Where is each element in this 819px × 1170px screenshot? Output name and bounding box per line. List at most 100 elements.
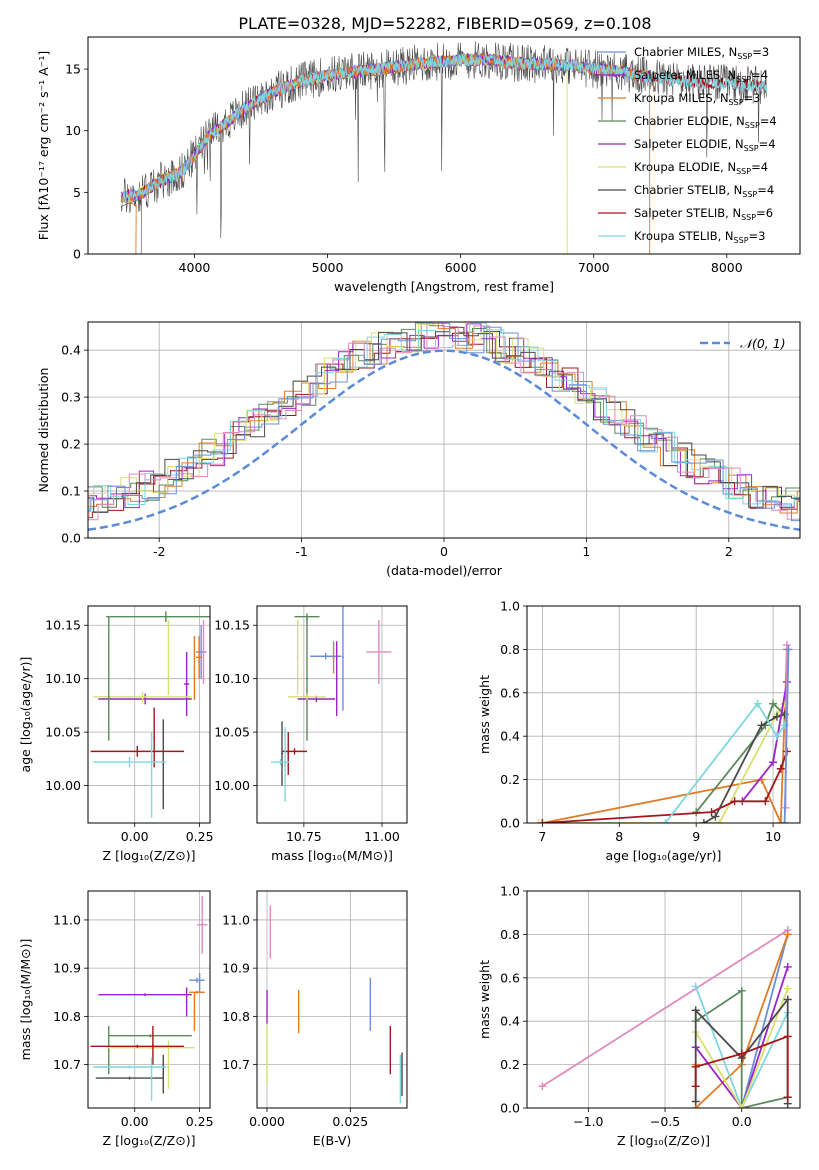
y-tick-label: 11.0 [53, 912, 81, 927]
legend-label: Salpeter STELIB, NSSP=6 [634, 206, 773, 222]
weight-line [703, 713, 785, 823]
error-bar-point [90, 746, 185, 757]
error-bar-point [107, 1026, 110, 1075]
legend: Chabrier MILES, NSSP=3 Salpeter MILES, NS… [598, 45, 777, 245]
error-bar-point [193, 992, 196, 1031]
weight-marker [782, 641, 791, 650]
x-tick-label: 10.75 [286, 829, 322, 844]
error-bar-point [195, 625, 207, 679]
y-tick-label: 0.2 [61, 437, 81, 452]
y-tick-label: 0.4 [500, 729, 520, 744]
error-bar-point [150, 732, 153, 818]
legend-label: Kroupa STELIB, NSSP=3 [634, 229, 765, 245]
weight-marker [737, 1049, 746, 1058]
weight-line [542, 649, 788, 823]
axes-frame [87, 605, 211, 824]
x-tick-label: 7 [538, 829, 546, 844]
x-tick-label: 10 [765, 829, 781, 844]
error-bar-point [287, 732, 290, 775]
y-tick-label: 10.00 [45, 778, 81, 793]
y-axis-label: mass [log₁₀(M/M⊙)] [18, 939, 33, 1061]
error-bar-point [93, 1065, 166, 1069]
x-tick-label: 11.00 [364, 829, 400, 844]
error-bar-point [195, 635, 203, 679]
weight-marker [730, 797, 739, 806]
error-bar-point [167, 1040, 170, 1089]
weight-marker [691, 1097, 700, 1106]
y-tick-label: 10.8 [53, 1009, 81, 1024]
y-tick-label: 0.2 [500, 1057, 520, 1072]
error-bar-point [185, 987, 188, 1017]
axes-frame [526, 605, 801, 824]
legend-label: Salpeter MILES, NSSP=4 [634, 68, 768, 84]
chart-age_vs_Z: 0.00 0.25 10.00 10.05 10.10 10.15 Z [log₁₀(Z/Z… [18, 605, 214, 863]
y-tick-label: 1.0 [500, 884, 520, 899]
normal-curve [88, 349, 800, 532]
weight-marker [783, 984, 792, 993]
x-tick-label: 8 [615, 829, 623, 844]
weight-line [694, 988, 789, 1108]
y-axis-label: Normed distribution [36, 368, 51, 493]
chart-age_vs_mass: 10.75 11.00 10.00 10.05 10.10 10.15 mass [log₁… [214, 605, 408, 863]
x-tick-label: −1.0 [573, 1114, 603, 1129]
plot-area [88, 891, 210, 1108]
error-bar-point [306, 616, 308, 741]
y-axis-label: mass weight [477, 960, 492, 1039]
y-tick-label: 0.6 [500, 685, 520, 700]
error-bar-point [335, 641, 338, 717]
weight-marker [769, 699, 778, 708]
y-tick-label: 10.15 [214, 618, 250, 633]
axes-frame [87, 36, 801, 255]
error-bar-point [93, 756, 166, 768]
error-bar-point [162, 1054, 165, 1094]
y-tick-label: 10.05 [45, 725, 81, 740]
weight-line [695, 701, 786, 813]
error-bar-point [197, 895, 208, 954]
weight-marker [783, 995, 792, 1004]
x-tick-label: 5000 [312, 260, 344, 275]
weight-marker [753, 699, 762, 708]
plot-area [257, 891, 407, 1108]
weight-marker [691, 1006, 700, 1015]
weight-line [538, 703, 786, 823]
error-bar-point [150, 1057, 153, 1101]
weight-line [783, 649, 790, 823]
error-bar-point [296, 619, 299, 695]
x-axis-label: E(B-V) [313, 1133, 352, 1148]
weight-marker [661, 819, 670, 823]
weight-marker [711, 812, 720, 821]
weight-marker [784, 645, 793, 654]
y-axis-label: age [log₁₀(age/yr)] [18, 657, 33, 773]
y-tick-label: 10.8 [222, 1009, 250, 1024]
axes-frame [87, 321, 801, 539]
x-tick-label: 7000 [578, 260, 610, 275]
error-bar-point [95, 1076, 164, 1080]
y-tick-label: 0.1 [61, 484, 81, 499]
x-axis-label: (data-model)/error [386, 563, 503, 578]
legend-label: 𝒩(0, 1) [740, 336, 786, 351]
weight-marker [757, 721, 766, 730]
y-tick-label: 1.0 [500, 599, 520, 614]
legend-label: Chabrier ELODIE, NSSP=4 [634, 114, 777, 130]
x-tick-label: 0.000 [249, 1114, 285, 1129]
y-axis-label: Flux [fλ10⁻¹⁷ erg cm⁻² s⁻¹ A⁻¹] [36, 51, 51, 240]
y-tick-label: 10.10 [214, 671, 250, 686]
y-tick-label: 0.0 [500, 816, 520, 831]
x-tick-label: 2 [725, 544, 733, 559]
y-tick-label: 10 [65, 123, 81, 138]
error-bar-point [107, 616, 110, 741]
weight-marker [783, 1093, 792, 1102]
error-bar-point [332, 641, 335, 674]
error-bar-point [193, 635, 196, 701]
error-bar-point [152, 1026, 154, 1065]
y-tick-label: 0.8 [500, 927, 520, 942]
y-axis-label: mass weight [477, 675, 492, 754]
plot-area [527, 891, 800, 1108]
legend-label: Salpeter ELODIE, NSSP=4 [634, 137, 776, 153]
weight-marker [534, 819, 543, 823]
plot-area [88, 322, 800, 538]
weight-marker [538, 819, 547, 823]
legend-label: Chabrier MILES, NSSP=3 [634, 45, 769, 61]
residual-histogram [88, 322, 800, 521]
error-bar-point [93, 691, 192, 703]
